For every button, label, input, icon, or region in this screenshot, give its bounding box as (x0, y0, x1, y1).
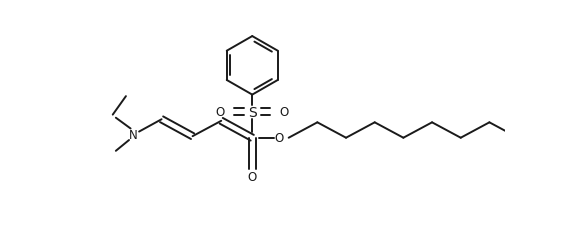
Text: S: S (248, 105, 256, 119)
Text: O: O (216, 106, 225, 119)
Text: O: O (247, 171, 257, 184)
Text: O: O (275, 132, 284, 145)
Text: O: O (279, 106, 289, 119)
Text: N: N (129, 129, 138, 142)
